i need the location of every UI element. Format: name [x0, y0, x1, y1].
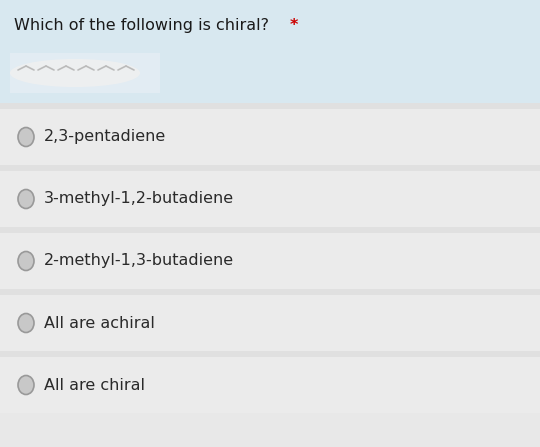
FancyBboxPatch shape	[0, 289, 540, 295]
FancyBboxPatch shape	[0, 295, 540, 351]
FancyBboxPatch shape	[0, 165, 540, 171]
FancyBboxPatch shape	[0, 227, 540, 233]
FancyBboxPatch shape	[0, 233, 540, 289]
Text: Which of the following is chiral?: Which of the following is chiral?	[14, 18, 269, 33]
FancyBboxPatch shape	[0, 103, 540, 109]
Ellipse shape	[18, 375, 34, 395]
Text: 3-methyl-1,2-butadiene: 3-methyl-1,2-butadiene	[44, 191, 234, 207]
Ellipse shape	[18, 127, 34, 147]
FancyBboxPatch shape	[10, 53, 160, 93]
FancyBboxPatch shape	[0, 171, 540, 227]
Ellipse shape	[18, 190, 34, 208]
FancyBboxPatch shape	[0, 357, 540, 413]
Ellipse shape	[18, 313, 34, 333]
Text: 2-methyl-1,3-butadiene: 2-methyl-1,3-butadiene	[44, 253, 234, 269]
Ellipse shape	[18, 252, 34, 270]
Ellipse shape	[10, 59, 140, 87]
Text: 2,3-pentadiene: 2,3-pentadiene	[44, 130, 166, 144]
FancyBboxPatch shape	[0, 351, 540, 357]
FancyBboxPatch shape	[0, 109, 540, 165]
FancyBboxPatch shape	[0, 0, 540, 103]
Text: All are achiral: All are achiral	[44, 316, 155, 330]
Text: All are chiral: All are chiral	[44, 378, 145, 392]
Text: *: *	[290, 18, 299, 33]
